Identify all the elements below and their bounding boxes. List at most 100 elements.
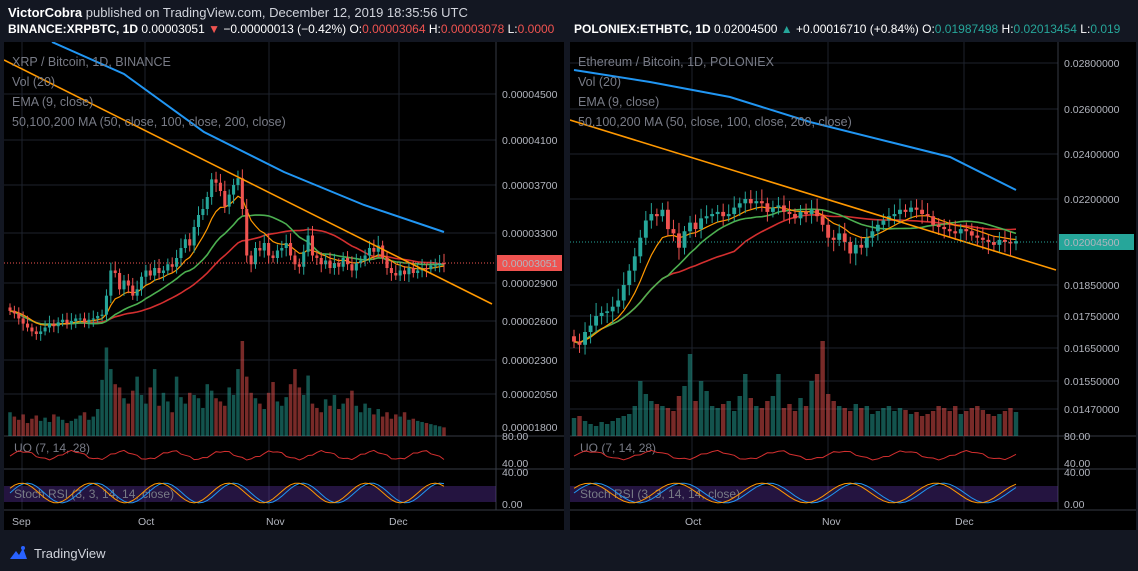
legend-ma[interactable]: 50,100,200 MA (50, close, 100, close, 20…: [12, 115, 286, 129]
uo-axis-label: 40.00: [502, 458, 528, 470]
right-low: 0.019: [1090, 22, 1121, 36]
candle-body: [8, 307, 12, 311]
left-change: −0.00000013 (−0.42%): [223, 22, 347, 36]
ma200-line: [51, 42, 445, 233]
candle-body: [188, 239, 192, 246]
volume-bar: [236, 369, 240, 436]
candle-body: [403, 270, 407, 275]
uo-axis-label: 40.00: [1064, 458, 1090, 470]
xrp-chart-canvas[interactable]: 0.00004500 0.00004100 0.00003700 0.00003300…: [4, 42, 564, 530]
candle-body: [61, 319, 65, 323]
candle-body: [815, 209, 820, 217]
legend-title[interactable]: XRP / Bitcoin, 1D, BINANCE: [12, 55, 171, 69]
legend-volume[interactable]: Vol (20): [578, 75, 622, 89]
left-symbol[interactable]: BINANCE:XRPBTC, 1D: [8, 22, 139, 36]
tradingview-logo[interactable]: TradingView: [8, 545, 106, 561]
volume-bar: [223, 405, 227, 436]
volume-bar: [258, 403, 262, 436]
price-axis-label: 0.01750000: [1064, 311, 1120, 323]
volume-bar: [240, 341, 245, 436]
volume-bar: [654, 404, 660, 436]
stoch-axis-label: 0.00: [1064, 499, 1085, 511]
volume-bar: [271, 382, 275, 436]
candle-body: [599, 312, 604, 316]
candle-body: [113, 270, 117, 273]
volume-bar: [964, 411, 969, 436]
candle-body: [632, 256, 637, 271]
time-axis-label: Nov: [822, 516, 841, 528]
candle-body: [975, 235, 980, 238]
price-axis-label: 0.02400000: [1064, 149, 1120, 161]
volume-bar: [148, 387, 153, 436]
volume-bar: [30, 418, 34, 436]
candle-body: [942, 226, 947, 230]
legend-ma[interactable]: 50,100,200 MA (50, close, 100, close, 20…: [578, 115, 852, 129]
volume-bar: [947, 411, 952, 436]
volume-bar: [196, 398, 201, 436]
legend-ema[interactable]: EMA (9, close): [578, 95, 660, 109]
candle-body: [442, 263, 446, 265]
candle-body: [258, 248, 262, 251]
eth-chart-canvas[interactable]: 0.02800000 0.02600000 0.02400000 0.02200000…: [570, 42, 1136, 530]
author-name[interactable]: VictorCobra: [8, 5, 83, 20]
candle-body: [920, 209, 925, 215]
right-symbol[interactable]: POLONIEX:ETHBTC, 1D: [574, 22, 711, 36]
candle-body: [793, 214, 797, 219]
stoch-axis-label: 0.00: [502, 499, 523, 511]
candle-body: [21, 318, 25, 324]
candle-body: [721, 211, 726, 217]
left-open-label: O:: [349, 22, 363, 36]
volume-bar: [853, 404, 858, 436]
left-low: 0.0000: [517, 22, 555, 36]
candle-body: [100, 314, 104, 316]
volume-bar: [244, 376, 249, 436]
volume-bar: [56, 416, 60, 436]
volume-bar: [354, 405, 359, 436]
eth-chart-panel[interactable]: 0.02800000 0.02600000 0.02400000 0.02200000…: [570, 42, 1136, 530]
ma200-line: [573, 69, 1017, 191]
candle-body: [638, 237, 643, 257]
candle-body: [864, 237, 869, 248]
candle-body: [275, 250, 279, 258]
candle-body: [605, 311, 610, 313]
volume-bar: [91, 416, 96, 436]
candle-body: [87, 319, 91, 323]
price-axis-label: 0.01850000: [1064, 280, 1120, 292]
volume-bar: [743, 374, 748, 436]
candle-body: [280, 248, 284, 251]
volume-bar: [319, 412, 324, 436]
publish-info: VictorCobra published on TradingView.com…: [8, 5, 468, 20]
legend-ema[interactable]: EMA (9, close): [12, 95, 94, 109]
candle-body: [424, 268, 428, 270]
price-axis-label: 0.01470000: [1064, 404, 1120, 416]
volume-bar: [65, 423, 69, 436]
right-change: +0.00016710 (+0.84%): [796, 22, 919, 36]
candle-body: [407, 268, 411, 275]
legend-title[interactable]: Ethereum / Bitcoin, 1D, POLONIEX: [578, 55, 774, 69]
left-price: 0.00003051: [141, 22, 205, 36]
volume-bar: [385, 412, 389, 436]
candle-body: [693, 222, 698, 230]
legend-volume[interactable]: Vol (20): [12, 75, 56, 89]
candle-body: [346, 258, 350, 265]
volume-bar: [1002, 411, 1008, 436]
volume-bar: [341, 403, 345, 436]
candle-body: [253, 248, 258, 265]
candle-body: [682, 231, 687, 248]
xrp-chart-panel[interactable]: 0.00004500 0.00004100 0.00003700 0.00003300…: [4, 42, 564, 530]
candle-body: [991, 242, 996, 245]
eth-legend: Ethereum / Bitcoin, 1D, POLONIEX Vol (20…: [578, 52, 852, 132]
volume-bar: [665, 408, 671, 436]
candle-body: [710, 214, 715, 217]
candle-body: [91, 318, 95, 320]
candle-body: [47, 323, 51, 328]
volume-bar: [671, 411, 676, 436]
volume-bar: [187, 392, 192, 436]
volume-bar: [798, 398, 803, 436]
candle-body: [240, 178, 244, 209]
volume-bar: [875, 411, 881, 436]
candle-body: [936, 224, 941, 227]
volume-bar: [363, 403, 367, 436]
volume-bar: [315, 407, 319, 436]
volume-bar: [17, 419, 21, 436]
